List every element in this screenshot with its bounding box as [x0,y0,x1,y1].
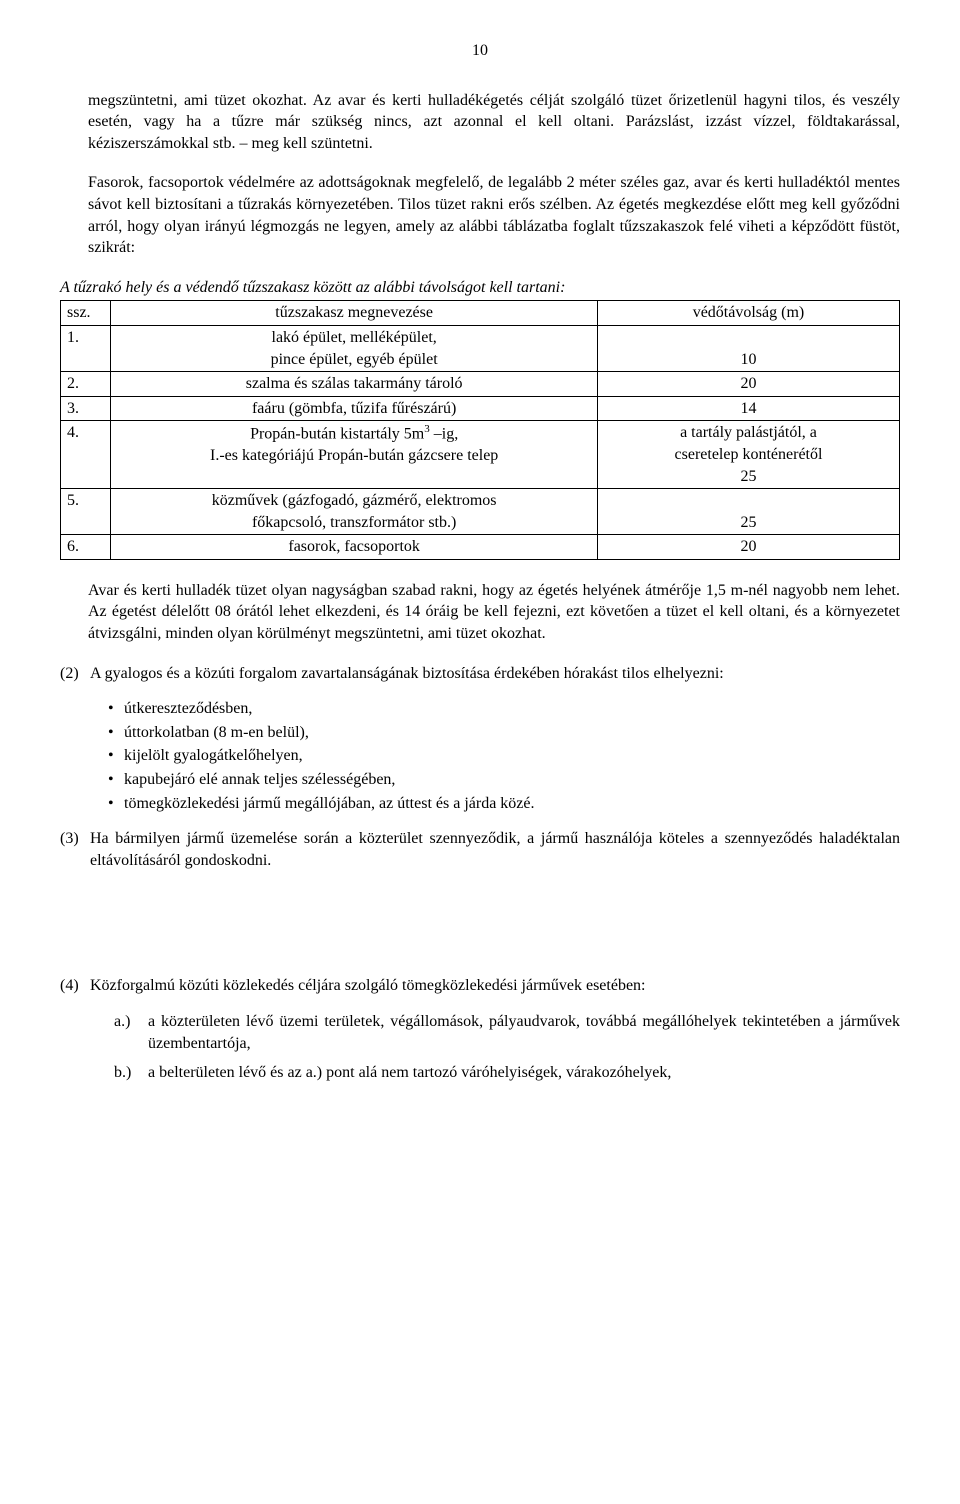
section-2-text: A gyalogos és a közúti forgalom zavartal… [90,663,900,685]
sub-item-b: b.) a belterületen lévő és az a.) pont a… [114,1062,900,1084]
page-number: 10 [60,40,900,62]
cell: 2. [61,372,111,397]
section-4-text: Közforgalmú közúti közlekedés céljára sz… [90,975,900,997]
bullet-item: útkereszteződésben, [108,698,900,720]
paragraph-after-table: Avar és kerti hulladék tüzet olyan nagys… [60,580,900,645]
table-row: 1. lakó épület, melléképület, pince épül… [61,325,900,371]
cell: 14 [597,396,899,421]
cell: fasorok, facsoportok [111,535,598,560]
bullet-item: kijelölt gyalogátkelőhelyen, [108,745,900,767]
paragraph-2: Fasorok, facsoportok védelmére az adotts… [60,172,900,258]
cell: közművek (gázfogadó, gázmérő, elektromos… [111,489,598,535]
bullet-item: tömegközlekedési jármű megállójában, az … [108,793,900,815]
sub-item-a: a.) a közterületen lévő üzemi területek,… [114,1011,900,1054]
th-dist: védőtávolság (m) [597,301,899,326]
table-row: 3. faáru (gömbfa, tűzifa fűrészárú) 14 [61,396,900,421]
sub-item-key: a.) [114,1011,148,1054]
sub-item-val: a közterületen lévő üzemi területek, vég… [148,1011,900,1054]
cell: lakó épület, melléképület, pince épület,… [111,325,598,371]
cell: a tartály palástjától, a cseretelep kont… [597,421,899,489]
cell: 3. [61,396,111,421]
cell: 1. [61,325,111,371]
cell: 10 [597,325,899,371]
cell: 25 [597,489,899,535]
cell: 20 [597,535,899,560]
table-header-row: ssz. tűzszakasz megnevezése védőtávolság… [61,301,900,326]
section-2: (2) A gyalogos és a közúti forgalom zava… [60,663,900,685]
section-3: (3) Ha bármilyen jármű üzemelése során a… [60,828,900,871]
cell: 4. [61,421,111,489]
section-2-num: (2) [60,663,90,685]
bullet-item: úttorkolatban (8 m-en belül), [108,722,900,744]
cell: 5. [61,489,111,535]
table-intro: A tűzrakó hely és a védendő tűzszakasz k… [60,277,900,299]
cell: 6. [61,535,111,560]
section-3-num: (3) [60,828,90,871]
section-4-items: a.) a közterületen lévő üzemi területek,… [60,1011,900,1084]
section-4-num: (4) [60,975,90,997]
distance-table: ssz. tűzszakasz megnevezése védőtávolság… [60,300,900,560]
sub-item-val: a belterületen lévő és az a.) pont alá n… [148,1062,900,1084]
paragraph-1: megszüntetni, ami tüzet okozhat. Az avar… [60,90,900,155]
sub-item-key: b.) [114,1062,148,1084]
cell: Propán-bután kistartály 5m3 –ig, I.-es k… [111,421,598,489]
table-row: 4. Propán-bután kistartály 5m3 –ig, I.-e… [61,421,900,489]
section-2-bullets: útkereszteződésben, úttorkolatban (8 m-e… [108,698,900,814]
cell: 20 [597,372,899,397]
th-ssz: ssz. [61,301,111,326]
cell: szalma és szálas takarmány tároló [111,372,598,397]
table-row: 2. szalma és szálas takarmány tároló 20 [61,372,900,397]
section-4: (4) Közforgalmú közúti közlekedés céljár… [60,975,900,997]
table-row: 5. közművek (gázfogadó, gázmérő, elektro… [61,489,900,535]
th-name: tűzszakasz megnevezése [111,301,598,326]
cell: faáru (gömbfa, tűzifa fűrészárú) [111,396,598,421]
bullet-item: kapubejáró elé annak teljes szélességébe… [108,769,900,791]
section-3-text: Ha bármilyen jármű üzemelése során a köz… [90,828,900,871]
table-row: 6. fasorok, facsoportok 20 [61,535,900,560]
